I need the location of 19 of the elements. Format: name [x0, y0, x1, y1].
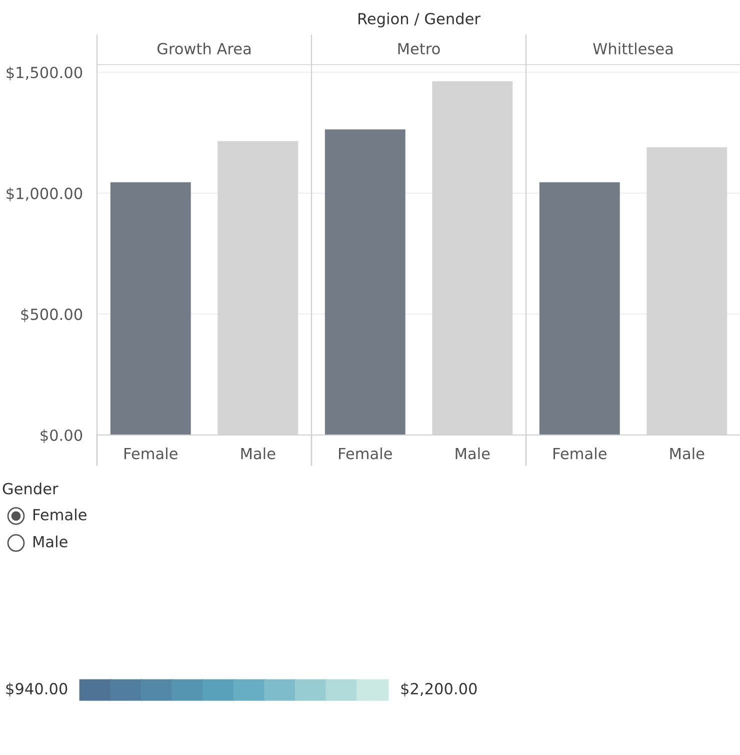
x-tick-label: Female [554, 448, 606, 460]
text: Region / Gender [358, 12, 480, 28]
text: Male [34, 536, 68, 548]
x-tick-label: Female [124, 448, 178, 460]
text: Gender [2, 482, 58, 494]
text: Female [34, 508, 86, 520]
y-tick-label: $500.00 [21, 308, 82, 322]
y-tick-label: $1,000.00 [6, 187, 82, 202]
chart-title: Growth Area [157, 42, 251, 54]
x-tick-label: Male [456, 448, 490, 460]
chart-title: Whittlesea [593, 42, 673, 54]
y-tick-label: $0.00 [40, 429, 82, 444]
x-tick-label: Male [241, 448, 276, 460]
x-tick-label: Male [670, 448, 704, 460]
chart-title: Metro [398, 43, 440, 54]
y-tick-label: $1,500.00 [6, 66, 82, 80]
x-tick-label: Female [339, 448, 392, 460]
text: $940.00 [6, 682, 68, 696]
text: $2,200.00 [401, 682, 477, 696]
